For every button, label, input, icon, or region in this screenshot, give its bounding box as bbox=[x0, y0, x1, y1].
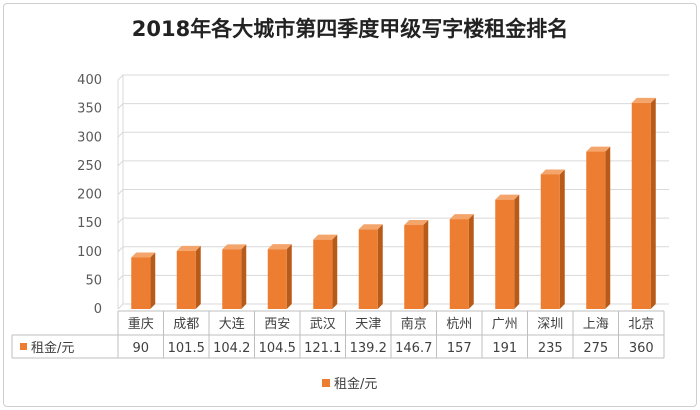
data-label: 101.5 bbox=[168, 341, 205, 356]
y-tick-label: 200 bbox=[77, 188, 102, 203]
legend: 租金/元 bbox=[322, 376, 377, 392]
category-label: 深圳 bbox=[537, 317, 563, 332]
bar-top bbox=[540, 169, 565, 175]
bar bbox=[586, 146, 611, 309]
bar bbox=[540, 169, 565, 309]
gridline bbox=[117, 74, 669, 81]
bar-front bbox=[495, 199, 515, 309]
bar-side bbox=[650, 97, 656, 310]
data-label: 360 bbox=[629, 341, 654, 356]
bar-top bbox=[313, 234, 338, 240]
data-label: 191 bbox=[492, 341, 517, 356]
data-label: 235 bbox=[538, 341, 563, 356]
bar bbox=[176, 245, 201, 309]
bar bbox=[267, 244, 292, 309]
y-tick-label: 250 bbox=[77, 159, 102, 174]
bar-front bbox=[631, 102, 651, 310]
bar-side bbox=[559, 169, 565, 309]
data-label: 104.5 bbox=[259, 341, 296, 356]
bar-side bbox=[377, 224, 383, 309]
chart-frame bbox=[3, 3, 697, 407]
bar-top bbox=[176, 245, 201, 251]
y-axis: 0 50 100 150 200 250 300 350 400 bbox=[77, 73, 102, 317]
bar-top bbox=[222, 244, 247, 250]
y-tick-label: 350 bbox=[77, 102, 102, 117]
bar-front bbox=[540, 174, 560, 309]
legend-label: 租金/元 bbox=[334, 376, 377, 392]
y-tick-label: 300 bbox=[77, 130, 102, 145]
data-label: 90 bbox=[132, 341, 149, 356]
chart-title: 2018年各大城市第四季度甲级写字楼租金排名 bbox=[132, 17, 568, 41]
bar bbox=[358, 224, 383, 309]
bar-side bbox=[195, 245, 201, 309]
y-tick-label: 50 bbox=[85, 273, 102, 288]
bar bbox=[222, 244, 247, 309]
bar-side bbox=[514, 194, 520, 309]
bar-front bbox=[358, 229, 378, 309]
bar-front bbox=[131, 257, 151, 309]
category-label: 天津 bbox=[355, 317, 381, 332]
bar-top bbox=[404, 220, 429, 226]
category-label: 北京 bbox=[628, 317, 654, 332]
bar bbox=[631, 97, 656, 310]
category-label: 南京 bbox=[401, 316, 427, 332]
bar-top bbox=[358, 224, 383, 230]
category-label: 杭州 bbox=[446, 317, 472, 332]
bar-top bbox=[495, 194, 520, 200]
bar-front bbox=[586, 151, 606, 309]
bar-side bbox=[468, 214, 474, 309]
bar bbox=[495, 194, 520, 309]
data-label: 104.2 bbox=[213, 341, 250, 356]
bar-front bbox=[222, 249, 242, 309]
bar-side bbox=[241, 244, 247, 309]
y-tick-label: 100 bbox=[77, 245, 102, 260]
y-tick-label: 0 bbox=[94, 302, 102, 317]
category-label: 大连 bbox=[219, 316, 245, 332]
data-table-series-name: 租金/元 bbox=[31, 340, 74, 356]
bar-front bbox=[404, 225, 424, 309]
bar-front bbox=[267, 249, 287, 309]
gridline bbox=[117, 103, 669, 109]
bar-top bbox=[131, 252, 156, 258]
bar-side bbox=[605, 146, 611, 309]
bar-side bbox=[286, 244, 292, 309]
bar bbox=[404, 220, 429, 309]
bar bbox=[131, 252, 156, 309]
bars bbox=[131, 97, 656, 310]
gridline bbox=[117, 131, 669, 138]
bar-side bbox=[332, 234, 338, 309]
data-label: 157 bbox=[447, 341, 472, 356]
bar-side bbox=[150, 252, 156, 309]
data-label: 121.1 bbox=[304, 341, 341, 356]
bar-top bbox=[449, 214, 474, 220]
category-label: 重庆 bbox=[128, 316, 154, 332]
category-label: 西安 bbox=[264, 317, 290, 332]
bar bbox=[313, 234, 338, 309]
bar-top bbox=[267, 244, 292, 250]
bar-top bbox=[631, 97, 656, 103]
legend-key bbox=[322, 379, 330, 387]
bar-front bbox=[449, 219, 469, 309]
data-label: 146.7 bbox=[395, 341, 432, 356]
data-label: 139.2 bbox=[350, 341, 387, 356]
data-label: 275 bbox=[583, 341, 608, 356]
data-table: 租金/元 重庆 90 成都 101.5 大连 104.2 西安 104.5 武汉 121.1 天津 1… bbox=[11, 310, 665, 359]
y-tick-label: 150 bbox=[77, 216, 102, 231]
bar-front bbox=[313, 239, 333, 309]
bar-front bbox=[176, 250, 196, 309]
category-label: 广州 bbox=[492, 317, 518, 332]
bar-top bbox=[586, 146, 611, 152]
bar bbox=[449, 214, 474, 309]
category-label: 上海 bbox=[583, 317, 609, 332]
y-tick-label: 400 bbox=[77, 73, 102, 88]
bar-side bbox=[423, 220, 429, 309]
gridlines bbox=[117, 74, 669, 310]
data-table-legend-key bbox=[20, 343, 27, 350]
category-label: 成都 bbox=[173, 317, 199, 332]
category-label: 武汉 bbox=[310, 317, 336, 332]
